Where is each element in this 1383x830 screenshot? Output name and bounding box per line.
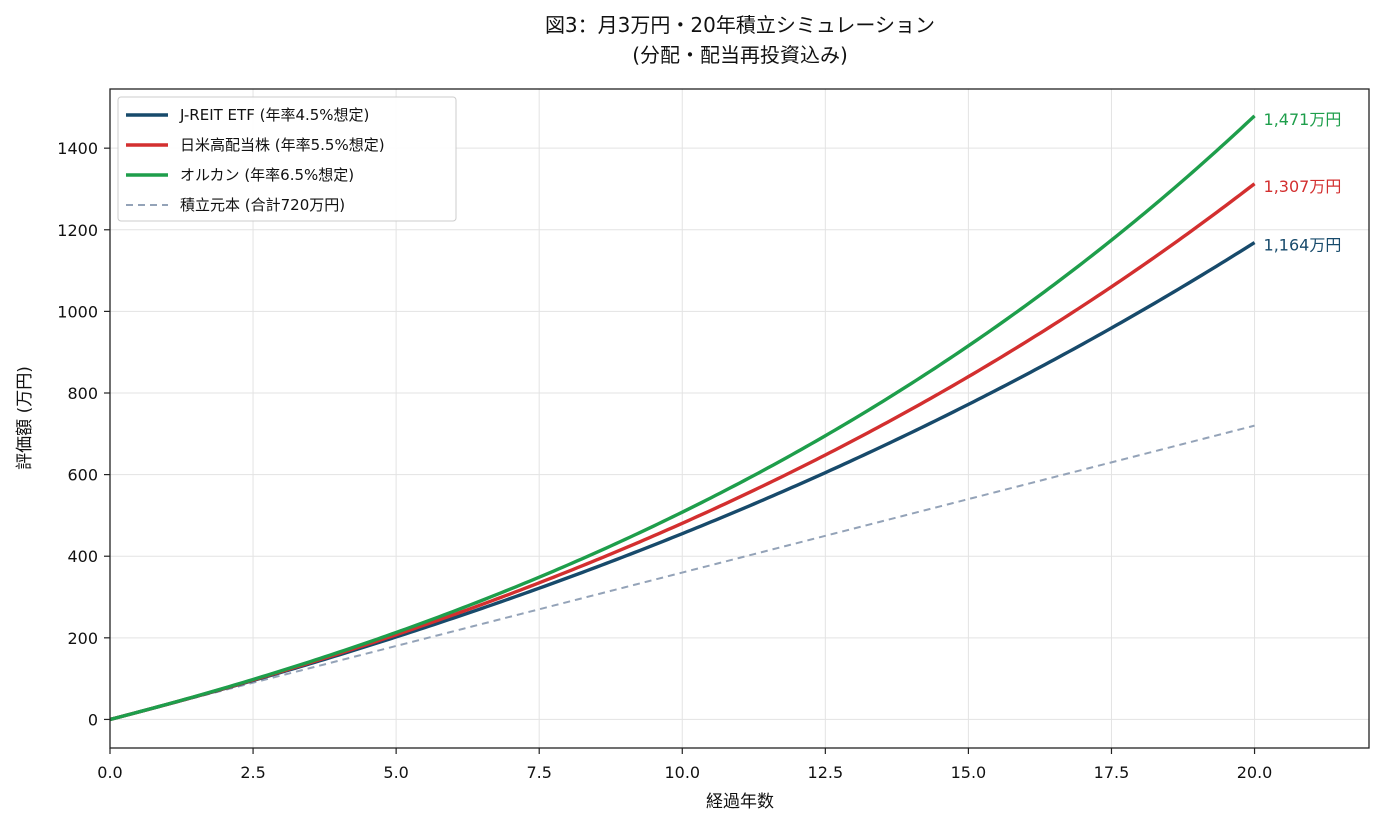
- series-line-3: [109, 424, 1255, 721]
- legend-label-0: J-REIT ETF (年率4.5%想定): [179, 106, 369, 124]
- legend-label-1: 日米高配当株 (年率5.5%想定): [180, 136, 385, 154]
- legend-label-3: 積立元本 (合計720万円): [180, 196, 345, 214]
- y-tick-label: 0: [88, 710, 98, 729]
- x-axis-label: 経過年数: [706, 792, 774, 812]
- end-value-label-1: 1,307万円: [1264, 177, 1342, 196]
- y-tick-label: 1000: [57, 302, 98, 321]
- series-line-2: [109, 114, 1256, 722]
- legend: J-REIT ETF (年率4.5%想定) 日米高配当株 (年率5.5%想定) オル…: [117, 96, 457, 222]
- end-value-label-0: 1,164万円: [1264, 235, 1342, 254]
- plot-frame: [109, 88, 1370, 749]
- x-tick-label: 20.0: [1237, 763, 1273, 782]
- y-tick-label: 1200: [57, 221, 98, 240]
- y-tick-label: 200: [67, 629, 98, 648]
- x-tick-label: 10.0: [664, 763, 700, 782]
- grid: [109, 89, 1369, 748]
- y-tick-label: 1400: [57, 139, 98, 158]
- chart-title: 図3：月3万円・20年積立シミュレーション: [545, 13, 935, 37]
- x-tick-label: 15.0: [951, 763, 987, 782]
- legend-label-2: オルカン (年率6.5%想定): [180, 166, 354, 184]
- chart-subtitle: (分配・配当再投資込み): [632, 43, 848, 67]
- x-tick-label: 17.5: [1094, 763, 1130, 782]
- end-labels: 1,164万円 1,307万円 1,471万円: [1264, 110, 1342, 254]
- x-tick-label: 2.5: [240, 763, 265, 782]
- y-axis-label: 評価額 (万円): [15, 366, 35, 470]
- series-layer: [109, 114, 1256, 722]
- x-tick-label: 7.5: [526, 763, 551, 782]
- y-tick-label: 800: [67, 384, 98, 403]
- end-value-label-2: 1,471万円: [1264, 110, 1342, 129]
- y-tick-label: 400: [67, 547, 98, 566]
- y-tick-label: 600: [67, 466, 98, 485]
- ticks: 0.0 2.5 5.0 7.5 10.0 12.5 15.0 17.5 20.0 0 200 400 6…: [57, 139, 1272, 782]
- x-tick-label: 5.0: [383, 763, 408, 782]
- x-tick-label: 0.0: [97, 763, 122, 782]
- legend-box: [117, 96, 457, 222]
- x-tick-label: 12.5: [808, 763, 844, 782]
